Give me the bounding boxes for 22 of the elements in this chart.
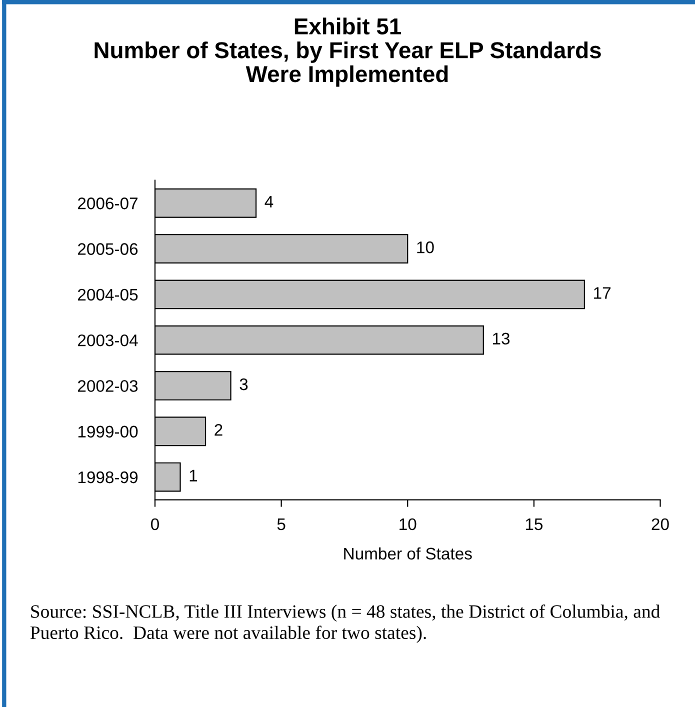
y-tick-label: 2005-06 [78,243,138,255]
y-tick-label: 1998-99 [78,471,138,484]
chart-title: Exhibit 51 Number of States, by First Year ELP Standards Were Implemented [94,18,601,87]
y-tick-label: 2002-03 [78,380,138,392]
y-tick-label: 1999-00 [78,426,138,438]
y-tick-label: 2004-05 [78,288,138,301]
data-label: 17 [594,287,610,299]
data-label: 13 [493,332,510,345]
data-label: 1 [190,470,198,482]
x-tick-label: 20 [652,518,669,530]
source-note: Source: SSI-NCLB, Title III Interviews (n = 48 states, the District of Columbia, and Puerto Rico. Data were not available for two states). [30,604,660,643]
data-label: 3 [240,378,248,390]
x-tick-label: 10 [400,518,416,530]
x-tick-label: 5 [277,518,286,530]
data-label: 4 [264,196,274,208]
y-tick-label: 2006-07 [78,198,138,210]
x-tick-label: 0 [151,518,159,530]
data-label: 2 [214,424,222,436]
x-axis-title: Number of States [344,547,472,560]
data-label: 10 [417,241,434,254]
y-tick-label: 2003-04 [78,334,138,346]
x-tick-label: 15 [526,518,543,530]
